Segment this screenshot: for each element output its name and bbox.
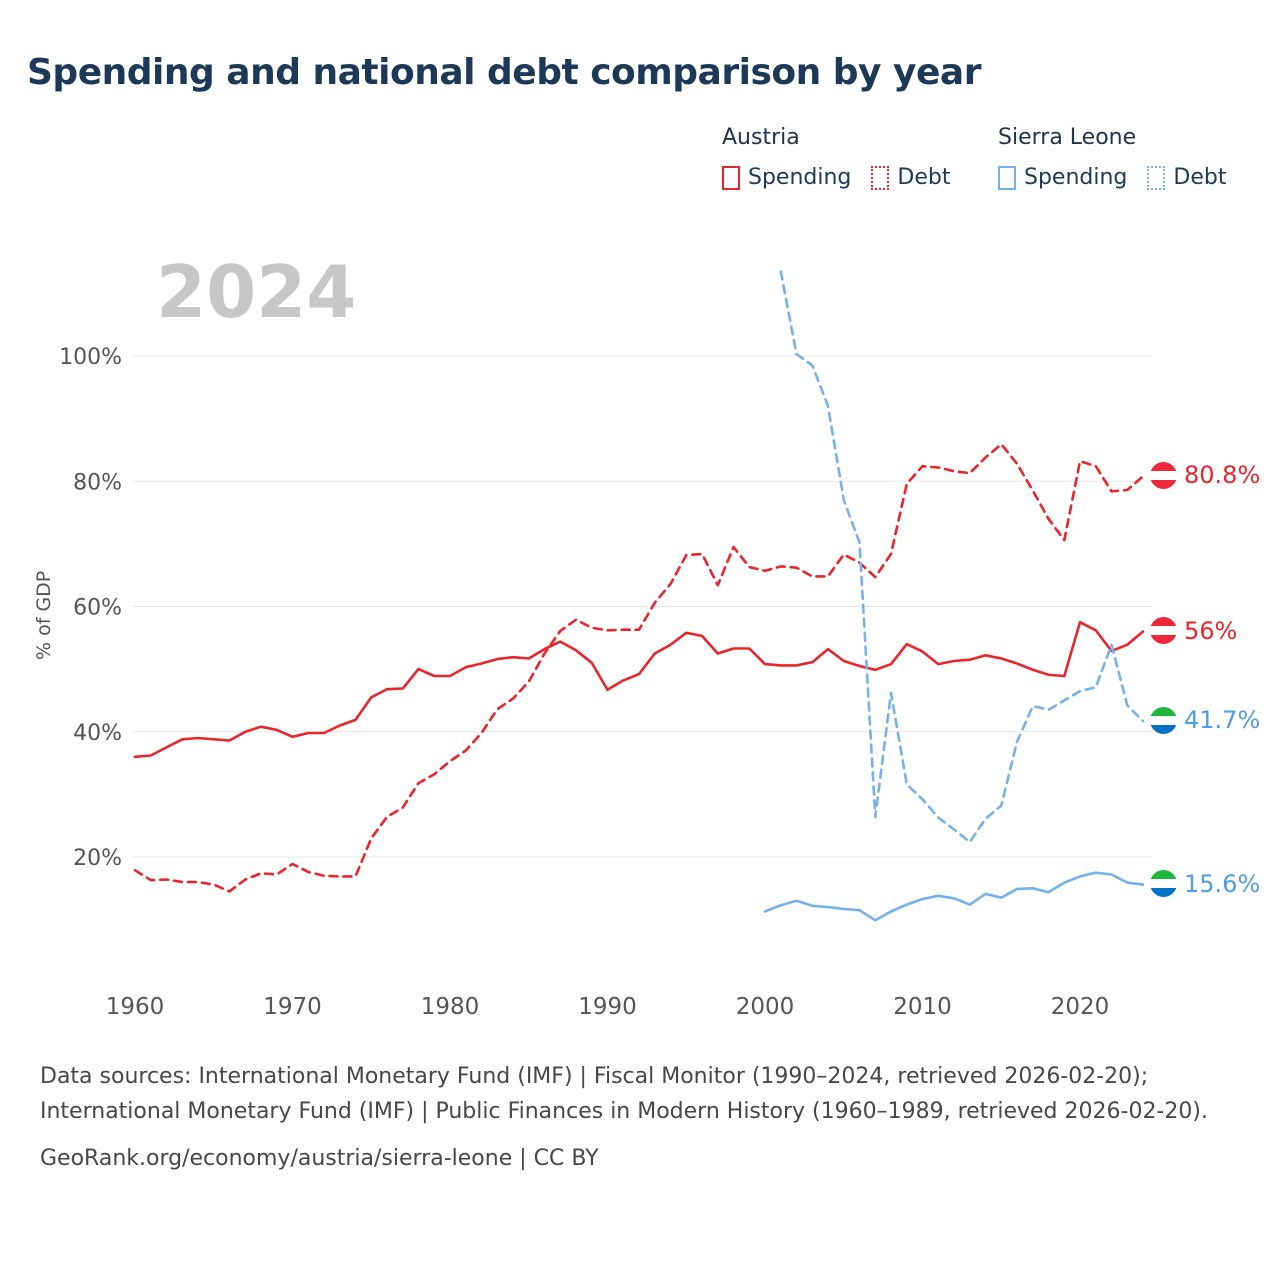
x-tick-label: 2020 [1051, 994, 1110, 1020]
legend-swatch-sierra-leone-debt-icon [1147, 165, 1166, 190]
end-label-sierra-leone-spending: 15.6% [1150, 870, 1260, 898]
x-tick-label: 1960 [106, 994, 165, 1020]
end-label-value: 80.8% [1184, 461, 1261, 490]
end-label-value: 41.7% [1184, 706, 1261, 735]
legend-label-sierra-leone-spending: Spending [1024, 165, 1128, 190]
end-label-value: 56% [1184, 616, 1238, 645]
austria-flag-icon [1150, 617, 1177, 645]
legend-group-austria: Austria Spending Debt [722, 125, 970, 190]
line-sierra-leone-debt [779, 270, 1145, 844]
line-austria-debt [133, 443, 1145, 893]
watermark-year: 2024 [156, 250, 357, 334]
legend-item-sierra-leone-spending: Spending [998, 165, 1127, 190]
austria-flag-icon [1150, 461, 1177, 489]
end-label-austria-spending: 56% [1150, 617, 1237, 645]
legend-item-sierra-leone-debt: Debt [1147, 165, 1226, 190]
end-label-value: 15.6% [1184, 869, 1261, 898]
legend-row-sierra-leone: Spending Debt [998, 165, 1246, 190]
y-tick-label: 40% [73, 721, 122, 746]
x-tick-label: 1990 [578, 994, 637, 1020]
legend-item-austria-debt: Debt [871, 165, 950, 190]
x-tick-label: 2000 [736, 994, 795, 1020]
legend-row-austria: Spending Debt [722, 165, 970, 190]
chart: 20% 40% 60% 80% 100% 1960 1970 1980 1990 2000 2010… [59, 270, 1152, 1020]
sierra-leone-flag-icon [1150, 706, 1177, 734]
x-tick-label: 2010 [893, 994, 952, 1020]
end-label-austria-debt: 80.8% [1150, 461, 1260, 489]
end-label-sierra-leone-debt: 41.7% [1150, 706, 1260, 734]
y-tick-label: 20% [73, 846, 122, 871]
line-sierra-leone-spending [763, 871, 1145, 922]
attribution-text: GeoRank.org/economy/austria/sierra-leone… [40, 1145, 599, 1171]
page-title: Spending and national debt comparison by… [27, 52, 981, 93]
legend-swatch-austria-spending-icon [722, 165, 740, 190]
footer: Data sources: International Monetary Fun… [40, 1060, 1252, 1176]
y-tick-label: 100% [59, 345, 122, 370]
y-tick-label: 80% [73, 470, 122, 495]
legend-swatch-sierra-leone-spending-icon [998, 165, 1016, 190]
y-tick-label: 60% [73, 596, 122, 621]
legend-label-austria-debt: Debt [897, 165, 951, 190]
x-tick-label: 1970 [263, 994, 322, 1020]
legend-label-austria-spending: Spending [748, 165, 852, 190]
x-tick-label: 1980 [421, 994, 480, 1020]
legend-label-sierra-leone-debt: Debt [1173, 165, 1227, 190]
legend-country-sierra-leone: Sierra Leone [998, 125, 1137, 150]
legend-group-sierra-leone: Sierra Leone Spending Debt [998, 125, 1246, 190]
legend-swatch-austria-debt-icon [871, 165, 890, 190]
line-austria-spending [133, 620, 1145, 759]
legend-item-austria-spending: Spending [722, 165, 851, 190]
sierra-leone-flag-icon [1150, 870, 1177, 898]
legend-country-austria: Austria [722, 125, 800, 150]
data-sources-text: Data sources: International Monetary Fun… [40, 1064, 1208, 1124]
